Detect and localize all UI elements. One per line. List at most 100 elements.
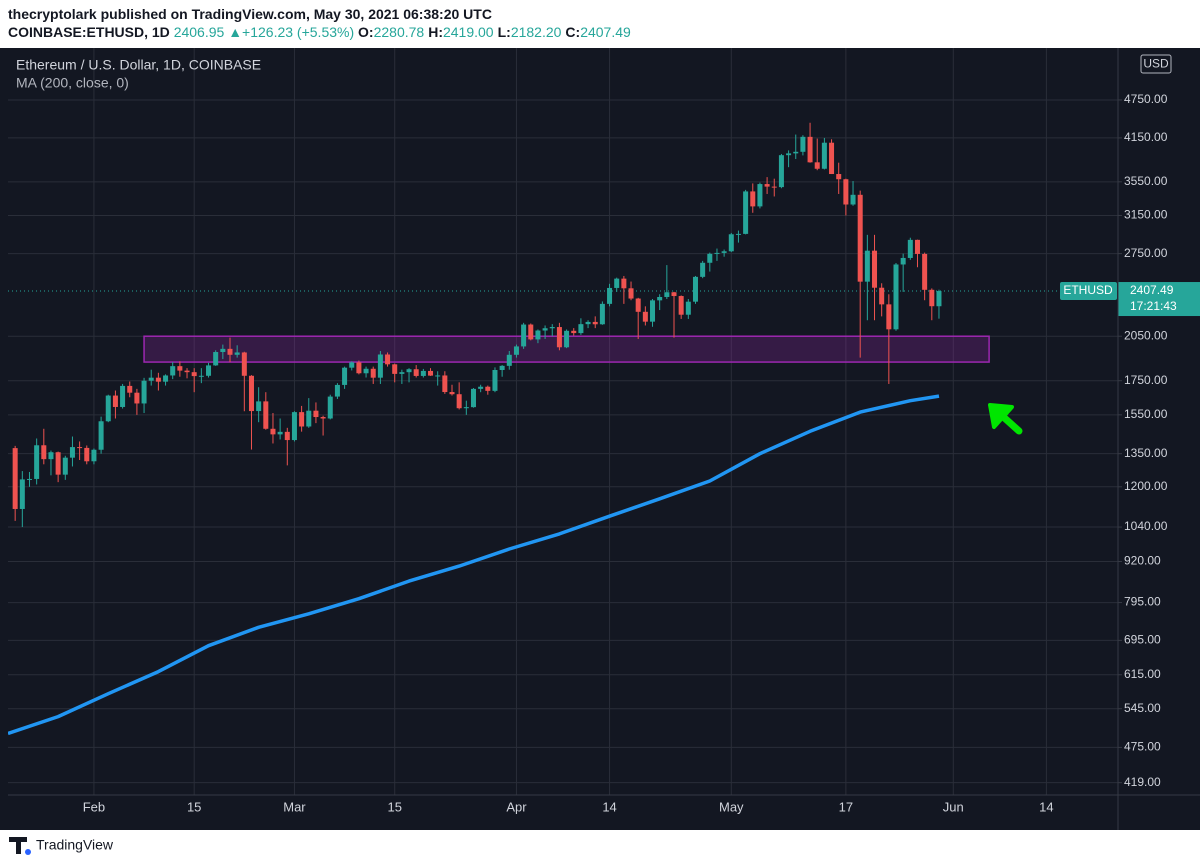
candle-body	[864, 250, 870, 282]
candle	[227, 337, 233, 363]
candle	[714, 248, 720, 261]
plot-area	[8, 122, 1118, 736]
candle	[48, 450, 54, 476]
candle	[936, 289, 942, 319]
candle	[564, 329, 570, 349]
candle-body	[91, 449, 97, 462]
candle	[628, 281, 634, 301]
candle	[77, 441, 83, 461]
x-tick-label: Jun	[943, 799, 964, 814]
candle-body	[62, 457, 68, 475]
candle-body	[936, 291, 942, 307]
candle	[900, 253, 906, 292]
moving-average	[8, 394, 940, 736]
candle	[256, 387, 262, 423]
candle	[914, 239, 920, 268]
candle	[664, 265, 670, 300]
candle-body	[549, 327, 555, 329]
candle-body	[191, 372, 197, 377]
candle-body	[213, 352, 219, 366]
candle	[191, 368, 197, 393]
ohlc-value: 2280.78	[373, 24, 425, 40]
ohlc-value: 2407.49	[580, 24, 631, 40]
candle-body	[929, 289, 935, 307]
candle	[678, 295, 684, 319]
candle-body	[306, 410, 312, 427]
candle-body	[506, 354, 512, 366]
x-tick-label: Mar	[283, 799, 306, 814]
symbol-tag	[1060, 282, 1117, 301]
candle	[84, 445, 90, 465]
logo-shape	[9, 837, 27, 854]
candle	[392, 363, 398, 383]
candle	[363, 366, 369, 378]
candle-body	[542, 328, 548, 331]
candle-body	[277, 431, 283, 435]
price-tag	[1118, 282, 1200, 317]
candle	[291, 411, 297, 442]
candle-body	[585, 321, 591, 325]
candle	[34, 438, 40, 485]
currency-box[interactable]	[1140, 54, 1172, 74]
candle	[62, 455, 68, 480]
y-tick-label: 1350.00	[1124, 446, 1168, 460]
candle	[277, 418, 283, 440]
candle-body	[735, 233, 741, 235]
candle	[743, 189, 749, 235]
candle-body	[721, 251, 727, 253]
candle-body	[671, 292, 677, 297]
candle-body	[234, 352, 240, 355]
candle	[327, 394, 333, 420]
candle	[127, 381, 133, 398]
x-tick-label: 14	[602, 799, 616, 814]
y-tick-label: 4150.00	[1124, 130, 1168, 144]
candle	[12, 445, 18, 521]
candle	[492, 367, 498, 393]
candle-body	[342, 367, 348, 385]
candle	[349, 361, 355, 371]
footer-bg	[0, 830, 1200, 863]
candle-body	[184, 370, 190, 373]
candle	[764, 177, 770, 194]
y-tick-label: 3550.00	[1124, 174, 1168, 188]
candle-body	[34, 445, 40, 479]
header-bg	[0, 0, 1200, 48]
candle-body	[69, 447, 75, 458]
candle	[700, 260, 706, 279]
candle	[406, 368, 412, 383]
candle-body	[120, 385, 126, 407]
candle-body	[270, 428, 276, 435]
y-tick-label: 419.00	[1124, 775, 1161, 789]
candle	[485, 385, 491, 395]
candle-body	[685, 301, 691, 315]
candle-body	[907, 239, 913, 258]
ohlc: O:2280.78 H:2419.00 L:2182.20 C:2407.49	[358, 24, 635, 40]
candle	[585, 320, 591, 329]
x-tick-label: 14	[1039, 799, 1053, 814]
candle-body	[650, 300, 656, 322]
candle	[836, 162, 842, 194]
candle	[592, 316, 598, 329]
candle	[599, 301, 605, 325]
candle	[671, 291, 677, 338]
last-price: 2406.95	[173, 24, 225, 40]
y-tick-label: 1200.00	[1124, 479, 1168, 493]
candle-body	[621, 278, 627, 289]
candle	[456, 382, 462, 410]
candle	[428, 368, 434, 376]
candle	[163, 374, 169, 386]
candle-body	[134, 392, 140, 404]
candle-body	[291, 412, 297, 441]
candle-body	[571, 330, 577, 334]
candle-body	[800, 136, 806, 152]
y-tick-label: 2050.00	[1124, 328, 1168, 342]
candle-body	[492, 369, 498, 391]
candle	[370, 366, 376, 384]
candle	[26, 471, 32, 487]
y-tick-label: 475.00	[1124, 740, 1161, 754]
axes: 4750.00 4150.00 3550.00 3150.00 2750.00 2050.…	[83, 92, 1200, 814]
candle-body	[327, 396, 333, 419]
candle	[342, 366, 348, 389]
candle	[571, 328, 577, 336]
